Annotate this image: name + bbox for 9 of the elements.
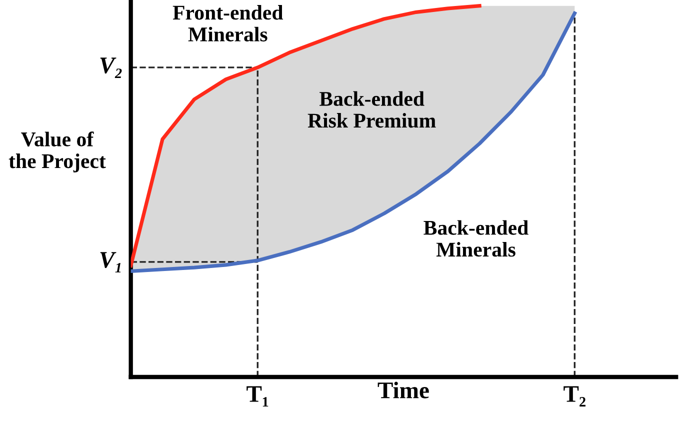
annotation: Back-ended Risk Premium (308, 91, 436, 128)
annotation: Front-ended Minerals (172, 5, 284, 42)
x-axis-title: Time (378, 382, 429, 398)
x-tick-label: T₂ (564, 386, 586, 406)
ref-line-label: V₁ (100, 252, 121, 272)
y-axis-title: Value of the Project (8, 132, 106, 172)
annotation: Back-ended Minerals (424, 220, 528, 257)
x-tick-label: T₁ (246, 386, 268, 406)
ref-line-label: V₂ (100, 58, 122, 78)
